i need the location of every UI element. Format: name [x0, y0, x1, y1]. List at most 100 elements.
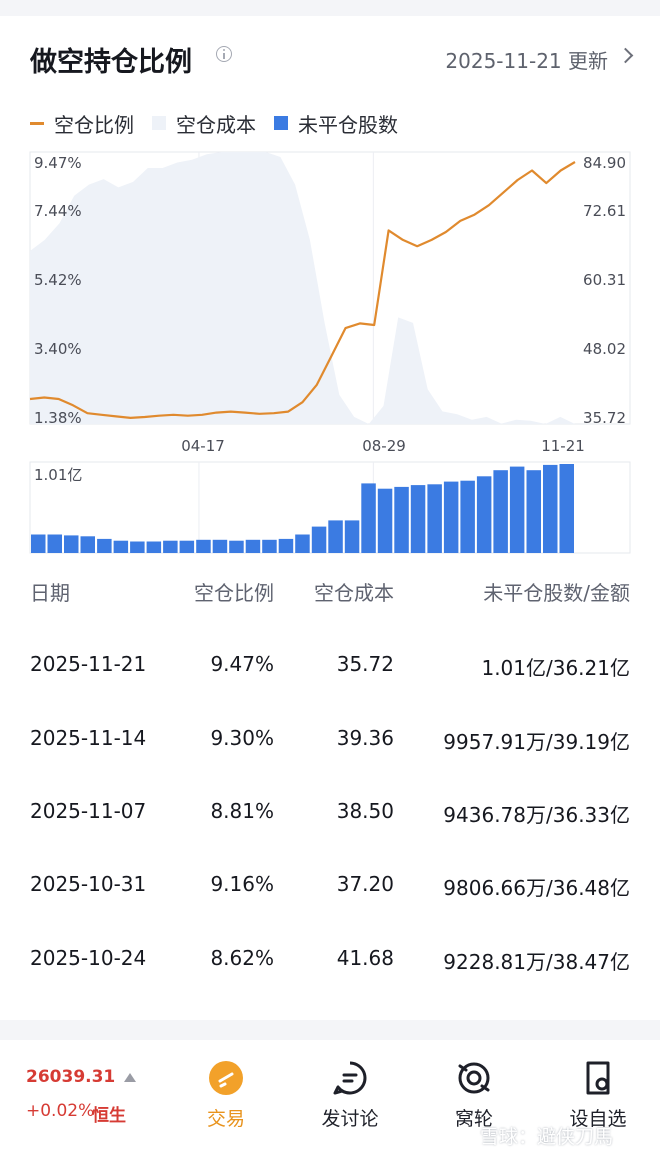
x-tick-label: 11-21: [541, 437, 585, 455]
legend-item-ratio[interactable]: 空仓比例: [30, 109, 134, 138]
cell-shares: 1.01亿/36.21亿: [481, 656, 630, 680]
table-row: 2025-11-14 9.30% 39.36 9957.91万/39.19亿: [0, 726, 660, 766]
table-header: 日期 空仓比例 空仓成本 未平仓股数/金额: [0, 577, 660, 617]
cell-date: 2025-10-24: [30, 946, 147, 970]
cell-date: 2025-11-07: [30, 799, 147, 823]
up-arrow-icon: [124, 1073, 136, 1082]
short-shares-bar: [212, 539, 228, 553]
card-title: 做空持仓比例: [30, 47, 192, 78]
warrant-icon: [458, 1062, 490, 1094]
header-cost: 空仓成本: [314, 581, 394, 605]
left-axis-label: 5.42%: [34, 271, 82, 289]
right-axis-label: 84.90: [583, 154, 626, 172]
info-icon[interactable]: [216, 46, 232, 62]
short-shares-bar: [509, 466, 525, 553]
nav-warrant-button[interactable]: 窝轮: [424, 1056, 524, 1136]
watermark: 雪球：避侠刀馬: [480, 1126, 614, 1148]
cell-cost: 37.20: [336, 872, 394, 896]
short-shares-bar: [229, 540, 244, 553]
legend-bar-swatch: [274, 116, 288, 130]
header-ratio: 空仓比例: [194, 581, 274, 605]
short-shares-bar: [344, 520, 360, 553]
short-shares-bar: [427, 484, 442, 553]
nav-watchlist-button[interactable]: 设自选: [548, 1056, 648, 1136]
bar-max-label: 1.01亿: [34, 466, 82, 484]
cell-ratio: 9.16%: [210, 872, 274, 896]
cell-shares: 9957.91万/39.19亿: [443, 730, 630, 754]
short-shares-bar: [377, 488, 393, 553]
cell-date: 2025-11-21: [30, 652, 147, 676]
left-axis-label: 7.44%: [34, 202, 82, 220]
short-shares-bar: [163, 540, 178, 553]
cell-ratio: 9.30%: [210, 726, 274, 750]
update-date-link[interactable]: 2025-11-21 更新: [445, 49, 608, 73]
nav-comment-button[interactable]: 发讨论: [300, 1056, 400, 1136]
short-shares-bar: [311, 526, 327, 553]
short-shares-bar: [361, 483, 376, 553]
index-value[interactable]: 26039.31: [26, 1067, 116, 1087]
header-shares: 未平仓股数/金额: [483, 581, 630, 605]
table-row: 2025-10-24 8.62% 41.68 9228.81万/38.47亿: [0, 946, 660, 986]
cell-shares: 9228.81万/38.47亿: [443, 950, 630, 974]
short-shares-bar: [278, 538, 294, 553]
bottom-toolbar: [0, 1040, 660, 1154]
right-axis-label: 60.31: [583, 271, 626, 289]
nav-label: 设自选: [569, 1108, 627, 1130]
legend-item-shares[interactable]: 未平仓股数: [274, 109, 398, 138]
short-shares-bar: [179, 540, 195, 553]
legend-line-swatch: [30, 121, 44, 125]
short-shares-bar: [559, 464, 574, 553]
nav-label: 发讨论: [321, 1108, 379, 1130]
short-shares-bar: [526, 470, 541, 553]
header-date: 日期: [30, 581, 70, 605]
short-shares-bar: [476, 476, 492, 553]
left-axis-label: 1.38%: [34, 409, 82, 427]
nav-trade-button[interactable]: 交易: [176, 1056, 276, 1136]
right-axis-label: 35.72: [583, 409, 626, 427]
legend-label: 空仓比例: [54, 112, 134, 137]
cell-shares: 9436.78万/36.33亿: [443, 803, 630, 827]
left-axis-label: 9.47%: [34, 154, 82, 172]
short-shares-bar: [460, 480, 475, 553]
cell-ratio: 8.81%: [210, 799, 274, 823]
short-shares-bar: [443, 481, 459, 553]
cell-cost: 35.72: [336, 652, 394, 676]
table-row: 2025-10-31 9.16% 37.20 9806.66万/36.48亿: [0, 872, 660, 912]
index-name[interactable]: 恒生: [92, 1106, 126, 1126]
right-axis-label: 48.02: [583, 340, 626, 358]
short-shares-bar: [262, 539, 277, 553]
short-shares-bar: [410, 485, 426, 553]
legend-label: 未平仓股数: [298, 112, 398, 137]
table-row: 2025-11-07 8.81% 38.50 9436.78万/36.33亿: [0, 799, 660, 839]
legend-item-cost[interactable]: 空仓成本: [152, 109, 256, 138]
legend-area-swatch: [152, 116, 166, 130]
x-tick-label: 04-17: [181, 437, 225, 455]
comment-icon: [333, 1061, 367, 1095]
short-shares-bar: [196, 539, 211, 553]
short-shares-bar: [47, 534, 62, 553]
short-shares-bar: [493, 470, 508, 553]
index-change[interactable]: +0.02%: [26, 1101, 95, 1121]
left-axis-label: 3.40%: [34, 340, 82, 358]
short-shares-bar: [394, 486, 409, 553]
cell-ratio: 8.62%: [210, 946, 274, 970]
legend-label: 空仓成本: [176, 112, 256, 137]
short-shares-bar: [97, 538, 112, 553]
cell-date: 2025-11-14: [30, 726, 147, 750]
short-shares-bar: [113, 540, 129, 553]
add-watchlist-icon: [586, 1061, 610, 1095]
short-shares-bar: [130, 541, 145, 553]
top-strip: [0, 0, 660, 16]
x-tick-label: 08-29: [362, 437, 406, 455]
table-row: 2025-11-21 9.47% 35.72 1.01亿/36.21亿: [0, 652, 660, 692]
short-shares-bar: [80, 536, 95, 553]
cell-cost: 41.68: [336, 946, 394, 970]
short-shares-bar: [64, 535, 79, 553]
short-shares-bar: [245, 539, 261, 553]
nav-label: 窝轮: [454, 1108, 493, 1130]
cell-date: 2025-10-31: [30, 872, 147, 896]
cell-cost: 39.36: [336, 726, 394, 750]
short-interest-chart: 9.47% 7.44% 5.42% 3.40% 1.38% 84.90 72.61 60.31…: [29, 151, 631, 554]
cell-ratio: 9.47%: [210, 652, 274, 676]
short-shares-bar: [31, 534, 46, 553]
